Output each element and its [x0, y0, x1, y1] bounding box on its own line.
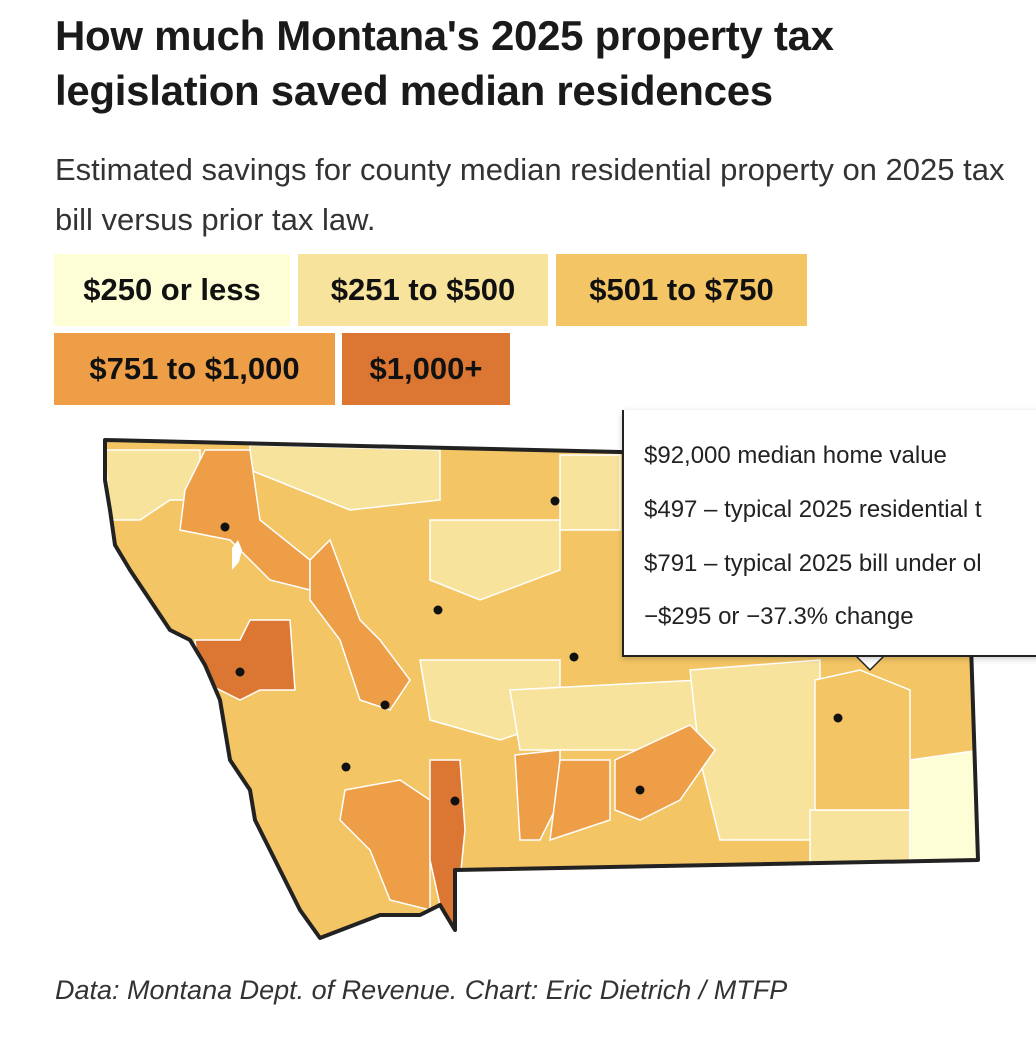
legend-item-751-1000[interactable]: $751 to $1,000: [54, 333, 335, 405]
tooltip-old-law-bill: $791 – typical 2025 bill under ol: [644, 550, 982, 577]
city-dot: [433, 605, 443, 615]
county[interactable]: [559, 454, 621, 531]
source-credit: Data: Montana Dept. of Revenue. Chart: E…: [55, 975, 788, 1005]
chart-subtitle: Estimated savings for county median resi…: [55, 152, 1005, 237]
county[interactable]: [549, 759, 611, 842]
county[interactable]: [179, 449, 311, 591]
legend-item-250-or-less[interactable]: $250 or less: [54, 254, 290, 326]
tooltip-home-value: $92,000 median home value: [644, 442, 947, 469]
city-dot: [550, 496, 560, 506]
county[interactable]: [909, 749, 980, 871]
legend-item-251-500[interactable]: $251 to $500: [298, 254, 548, 326]
city-dot: [220, 522, 230, 532]
city-dot: [380, 700, 390, 710]
tooltip-2025-bill: $497 – typical 2025 residential t: [644, 496, 982, 523]
city-dot: [341, 762, 351, 772]
county[interactable]: [429, 519, 561, 601]
county-tooltip: $92,000 median home value $497 – typical…: [622, 410, 1036, 657]
city-dot: [569, 652, 579, 662]
legend-item-501-750[interactable]: $501 to $750: [556, 254, 807, 326]
city-markers: [220, 496, 843, 806]
county[interactable]: [614, 724, 716, 821]
legend-item-1000-plus[interactable]: $1,000+: [342, 333, 510, 405]
county[interactable]: [309, 538, 411, 711]
chart-title: How much Montana's 2025 property tax leg…: [55, 12, 834, 114]
tooltip-change: −$295 or −37.3% change: [644, 603, 914, 630]
city-dot: [450, 796, 460, 806]
flathead-lake: [232, 540, 242, 570]
county[interactable]: [514, 749, 561, 841]
city-dot: [235, 667, 245, 677]
state-outline: [103, 438, 980, 940]
county[interactable]: [339, 779, 431, 911]
county[interactable]: [814, 669, 911, 811]
city-dot: [833, 713, 843, 723]
city-dot: [635, 785, 645, 795]
county[interactable]: [194, 619, 296, 701]
